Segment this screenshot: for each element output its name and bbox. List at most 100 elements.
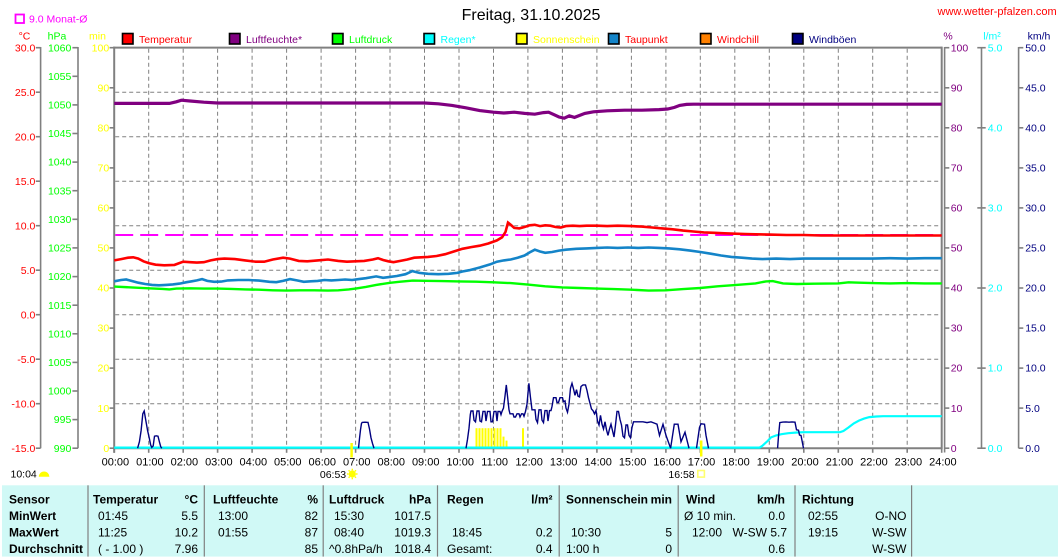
svg-text:10.0: 10.0	[1025, 363, 1046, 375]
svg-text:06:53: 06:53	[320, 469, 346, 481]
svg-text:Taupunkt: Taupunkt	[625, 34, 668, 46]
svg-text:Freitag, 31.10.2025: Freitag, 31.10.2025	[462, 7, 601, 24]
svg-text:16:00: 16:00	[653, 457, 681, 469]
svg-text:0.0: 0.0	[1025, 443, 1040, 455]
svg-text:Wind: Wind	[686, 493, 715, 507]
svg-text:11:25: 11:25	[98, 526, 127, 540]
svg-text:1050: 1050	[48, 100, 72, 112]
svg-text:Luftdruck: Luftdruck	[329, 493, 385, 507]
svg-text:01:00: 01:00	[136, 457, 164, 469]
svg-text:50: 50	[98, 243, 110, 255]
svg-text:30.0: 30.0	[15, 42, 36, 54]
svg-text:0: 0	[665, 542, 672, 556]
svg-text:^0.8hPa/h: ^0.8hPa/h	[329, 542, 383, 556]
svg-text:%: %	[307, 493, 318, 507]
svg-text:30.0: 30.0	[1025, 203, 1046, 215]
svg-text:20: 20	[951, 363, 963, 375]
svg-text:13:00: 13:00	[550, 457, 578, 469]
svg-text:1030: 1030	[48, 214, 72, 226]
svg-text:70: 70	[98, 162, 110, 174]
svg-text:60: 60	[98, 203, 110, 215]
svg-text:85: 85	[305, 542, 319, 556]
svg-text:4.0: 4.0	[988, 122, 1003, 134]
svg-text:35.0: 35.0	[1025, 162, 1046, 174]
svg-text:9.0 Monat-Ø: 9.0 Monat-Ø	[29, 14, 87, 26]
svg-text:Windböen: Windböen	[809, 34, 856, 46]
svg-text:0.6: 0.6	[768, 542, 785, 556]
svg-text:1005: 1005	[48, 357, 72, 369]
svg-text:Windchill: Windchill	[717, 34, 759, 46]
svg-text:21:00: 21:00	[826, 457, 854, 469]
svg-text:80: 80	[98, 122, 110, 134]
svg-text:Durchschnitt: Durchschnitt	[9, 542, 83, 556]
svg-text:0.2: 0.2	[536, 526, 553, 540]
svg-text:30: 30	[951, 323, 963, 335]
svg-text:60: 60	[951, 203, 963, 215]
svg-text:°C: °C	[185, 493, 199, 507]
svg-text:W-SW: W-SW	[872, 542, 907, 556]
svg-text:19:00: 19:00	[757, 457, 785, 469]
svg-text:01:55: 01:55	[218, 526, 248, 540]
svg-text:10:00: 10:00	[446, 457, 474, 469]
svg-text:5.0: 5.0	[21, 265, 36, 277]
svg-text:1020: 1020	[48, 271, 72, 283]
svg-text:90: 90	[98, 82, 110, 94]
svg-text:°C: °C	[19, 31, 31, 43]
svg-text:07:00: 07:00	[343, 457, 371, 469]
svg-text:10.0: 10.0	[15, 220, 36, 232]
svg-text:%: %	[943, 31, 952, 43]
svg-text:0.4: 0.4	[536, 542, 553, 556]
svg-text:www.wetter-pfalzen.com: www.wetter-pfalzen.com	[937, 6, 1057, 18]
svg-text:min: min	[651, 493, 672, 507]
svg-text:14:00: 14:00	[584, 457, 612, 469]
svg-text:990: 990	[54, 443, 72, 455]
svg-text:-15.0: -15.0	[11, 443, 35, 455]
svg-text:12:00: 12:00	[692, 526, 722, 540]
svg-text:MinWert: MinWert	[9, 509, 56, 523]
svg-text:04:00: 04:00	[240, 457, 268, 469]
svg-text:Gesamt:: Gesamt:	[447, 542, 492, 556]
svg-text:0.0: 0.0	[988, 443, 1003, 455]
svg-text:0: 0	[103, 443, 109, 455]
svg-text:Luftfeuchte: Luftfeuchte	[213, 493, 279, 507]
svg-text:40: 40	[98, 283, 110, 295]
svg-text:08:40: 08:40	[334, 526, 364, 540]
svg-text:10.2: 10.2	[175, 526, 199, 540]
svg-text:O-NO: O-NO	[875, 509, 906, 523]
svg-text:W-SW 5.7: W-SW 5.7	[733, 526, 788, 540]
svg-text:Sensor: Sensor	[9, 493, 50, 507]
svg-text:05:00: 05:00	[274, 457, 302, 469]
svg-text:11:00: 11:00	[481, 457, 508, 469]
svg-text:km/h: km/h	[757, 493, 785, 507]
svg-text:09:00: 09:00	[412, 457, 440, 469]
svg-text:25.0: 25.0	[15, 87, 36, 99]
svg-text:19:15: 19:15	[808, 526, 838, 540]
svg-text:1035: 1035	[48, 185, 72, 197]
svg-text:15.0: 15.0	[15, 176, 36, 188]
svg-text:7.96: 7.96	[175, 542, 199, 556]
svg-text:15.0: 15.0	[1025, 323, 1046, 335]
svg-text:1025: 1025	[48, 243, 72, 255]
svg-text:1000: 1000	[48, 386, 72, 398]
svg-text:-5.0: -5.0	[17, 354, 35, 366]
svg-text:W-SW: W-SW	[872, 526, 907, 540]
svg-text:0: 0	[951, 443, 957, 455]
svg-text:90: 90	[951, 82, 963, 94]
svg-text:1017.5: 1017.5	[394, 509, 431, 523]
svg-text:17:00: 17:00	[688, 457, 716, 469]
svg-text:1060: 1060	[48, 42, 72, 54]
svg-text:5.0: 5.0	[988, 42, 1003, 54]
svg-text:40.0: 40.0	[1025, 122, 1046, 134]
svg-text:Regen*: Regen*	[441, 34, 476, 46]
svg-text:12:00: 12:00	[515, 457, 543, 469]
svg-text:5: 5	[665, 526, 672, 540]
svg-text:20: 20	[98, 363, 110, 375]
svg-text:01:45: 01:45	[98, 509, 128, 523]
svg-text:00:00: 00:00	[102, 457, 130, 469]
svg-text:30: 30	[98, 323, 110, 335]
svg-text:MaxWert: MaxWert	[9, 526, 59, 540]
svg-text:45.0: 45.0	[1025, 82, 1046, 94]
svg-text:20:00: 20:00	[791, 457, 819, 469]
svg-text:15:00: 15:00	[619, 457, 647, 469]
svg-text:min: min	[89, 31, 106, 43]
